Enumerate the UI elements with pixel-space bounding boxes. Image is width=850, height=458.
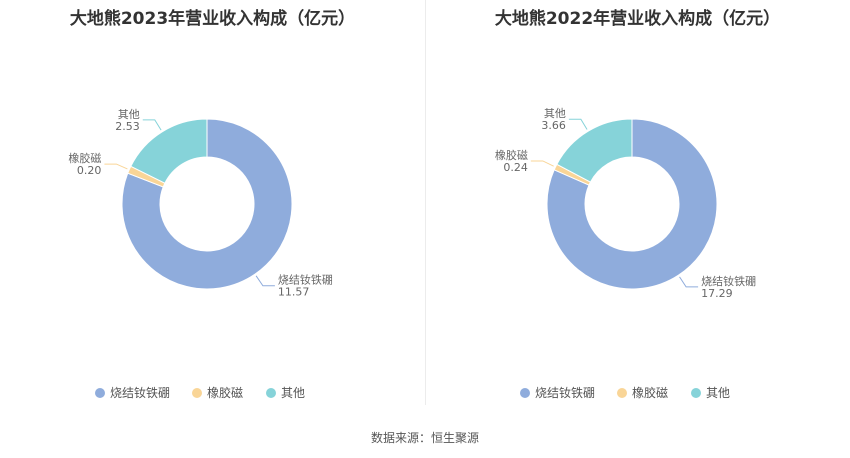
panel-divider: [425, 0, 426, 405]
leader-line-2: [142, 119, 162, 131]
leader-line-2: [568, 118, 588, 130]
leader-line-0: [255, 275, 275, 287]
legend-marker-1: [617, 388, 627, 398]
slice-value-label-0: 17.29: [701, 287, 733, 300]
slice-name-label-2: 其他: [118, 108, 140, 121]
donut-slice-0: [546, 118, 718, 290]
legend-marker-0: [520, 388, 530, 398]
donut-slice-2: [556, 118, 633, 183]
slice-name-label-0: 烧结钕铁硼: [701, 275, 756, 288]
leader-line-1: [104, 163, 128, 170]
slice-value-label-1: 0.20: [77, 164, 102, 177]
legend-label-1: 橡胶磁: [207, 385, 243, 400]
slice-name-label-1: 橡胶磁: [495, 148, 528, 162]
slice-value-label-2: 2.53: [115, 120, 140, 133]
chart-panel-2023: 大地熊2023年营业收入构成（亿元） 烧结钕铁硼 11.57 橡胶磁 0.20 其他 2.…: [0, 0, 425, 410]
chart-panel-2022: 大地熊2022年营业收入构成（亿元） 烧结钕铁硼 17.29 橡胶磁 0.24 其他 3.…: [425, 0, 850, 410]
slice-value-label-0: 11.57: [278, 286, 310, 299]
slice-value-label-2: 3.66: [541, 119, 566, 132]
legend-label-2: 其他: [706, 386, 730, 400]
legend-label-2: 其他: [281, 386, 305, 400]
leader-line-0: [679, 276, 699, 288]
legend-label-1: 橡胶磁: [632, 385, 668, 400]
slice-name-label-0: 烧结钕铁硼: [278, 274, 333, 287]
slice-name-label-1: 橡胶磁: [68, 151, 101, 165]
legend-marker-2: [266, 388, 276, 398]
legend-marker-1: [192, 388, 202, 398]
legend-marker-2: [691, 388, 701, 398]
slice-value-label-1: 0.24: [503, 161, 528, 174]
slice-name-label-2: 其他: [544, 107, 566, 120]
legend-label-0: 烧结钕铁硼: [110, 385, 170, 400]
legend-marker-0: [95, 388, 105, 398]
donut-slice-0: [121, 118, 293, 290]
legend-label-0: 烧结钕铁硼: [535, 385, 595, 400]
leader-line-1: [530, 160, 554, 167]
data-source-note: 数据来源：恒生聚源: [370, 431, 479, 445]
chart-title: 大地熊2023年营业收入构成（亿元）: [69, 9, 356, 29]
donut-slice-2: [130, 118, 208, 184]
chart-title: 大地熊2022年营业收入构成（亿元）: [494, 9, 781, 29]
